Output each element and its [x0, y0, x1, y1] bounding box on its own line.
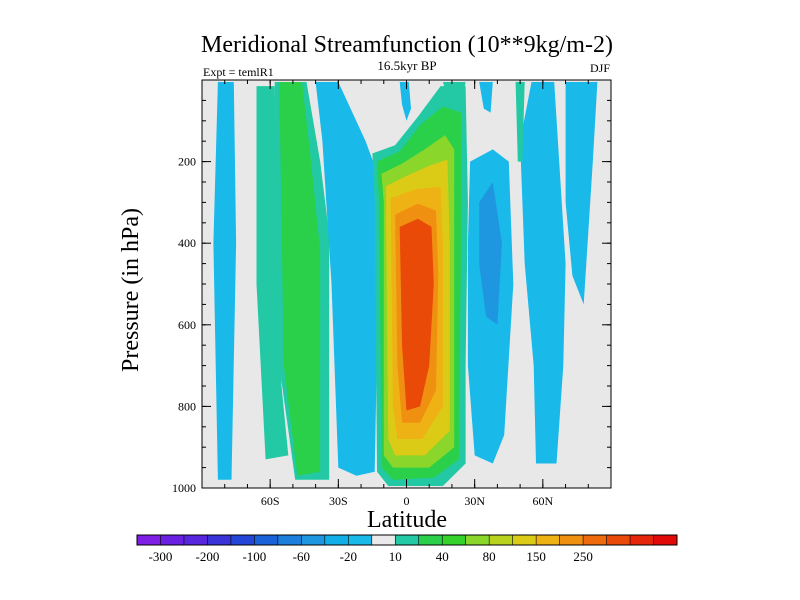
colorbar-label: -20 — [340, 549, 357, 564]
colorbar-frame — [136, 534, 678, 546]
colorbar-label: -300 — [149, 549, 173, 564]
x-axis-label: Latitude — [367, 507, 447, 533]
region-top-blob-3 — [479, 82, 493, 113]
colorbar-label: -200 — [196, 549, 220, 564]
chart-subtitle: 16.5kyr BP — [377, 58, 436, 73]
colorbar-swatch — [348, 535, 373, 545]
colorbar-swatch — [536, 535, 560, 545]
colorbar-swatch — [160, 535, 185, 545]
colorbar-swatch — [465, 535, 490, 545]
plot-area: 60S 30S 0 30N 60N 200 400 600 800 1000 — [172, 79, 612, 508]
x-tick-label: 30N — [464, 494, 485, 508]
colorbar-swatch — [653, 535, 678, 545]
y-tick-label: 200 — [178, 155, 196, 169]
colorbar-swatch — [183, 535, 208, 545]
colorbar-label: -60 — [293, 549, 310, 564]
region-hadley-250 — [399, 218, 434, 411]
y-tick-label: 800 — [178, 399, 196, 413]
colorbar-swatch — [512, 535, 537, 545]
region-nh-polar-neg — [520, 82, 566, 464]
colorbar-label: 150 — [526, 549, 546, 564]
colorbar-swatch — [606, 535, 631, 545]
region-nh-polar-cell-2 — [565, 82, 598, 305]
colorbar-swatch — [630, 535, 654, 545]
y-axis-label: Pressure (in hPa) — [118, 208, 144, 372]
left-label: Expt = temlR1 — [203, 65, 274, 79]
chart-title: Meridional Streamfunction (10**9kg/m-2) — [201, 32, 613, 58]
region-top-blob-1 — [399, 82, 411, 121]
colorbar-label: 10 — [389, 549, 402, 564]
colorbar-swatch — [207, 535, 232, 545]
x-tick-label: 30S — [329, 494, 348, 508]
region-sh-subtropic-neg — [315, 82, 380, 476]
colorbar-label: 40 — [436, 549, 449, 564]
region-top-blob-2 — [442, 82, 466, 109]
colorbar-swatch — [371, 535, 396, 545]
colorbar-swatch — [418, 535, 443, 545]
colorbar-swatch — [395, 535, 420, 545]
axis-ticks: 60S 30S 0 30N 60N 200 400 600 800 1000 — [172, 79, 612, 508]
right-label: DJF — [590, 61, 610, 75]
x-tick-label: 0 — [404, 494, 410, 508]
colorbar-swatch — [583, 535, 607, 545]
colorbar-swatch — [277, 535, 302, 545]
colorbar: -300 -200 -100 -60 -20 10 40 80 150 250 — [136, 534, 678, 564]
region-top-blob-4 — [515, 82, 525, 162]
y-tick-label: 1000 — [172, 481, 196, 495]
colorbar-swatch — [442, 535, 466, 545]
colorbar-swatch — [137, 535, 161, 545]
colorbar-label: -100 — [242, 549, 266, 564]
colorbar-swatch — [324, 535, 349, 545]
colorbar-label: 80 — [483, 549, 496, 564]
colorbar-label: 250 — [573, 549, 593, 564]
colorbar-swatch — [230, 535, 255, 545]
y-tick-label: 400 — [178, 236, 196, 250]
colorbar-swatch — [489, 535, 513, 545]
region-sh-ferrel-core — [279, 82, 321, 476]
colorbar-swatch — [559, 535, 584, 545]
x-tick-label: 60N — [532, 494, 553, 508]
region-nh-subtropic-core — [479, 182, 502, 325]
region-sh-polar-cell — [213, 82, 237, 480]
y-tick-label: 600 — [178, 318, 196, 332]
x-tick-label: 60S — [261, 494, 280, 508]
contour-regions — [213, 82, 598, 486]
colorbar-swatch — [301, 535, 326, 545]
colorbar-swatch — [254, 535, 279, 545]
